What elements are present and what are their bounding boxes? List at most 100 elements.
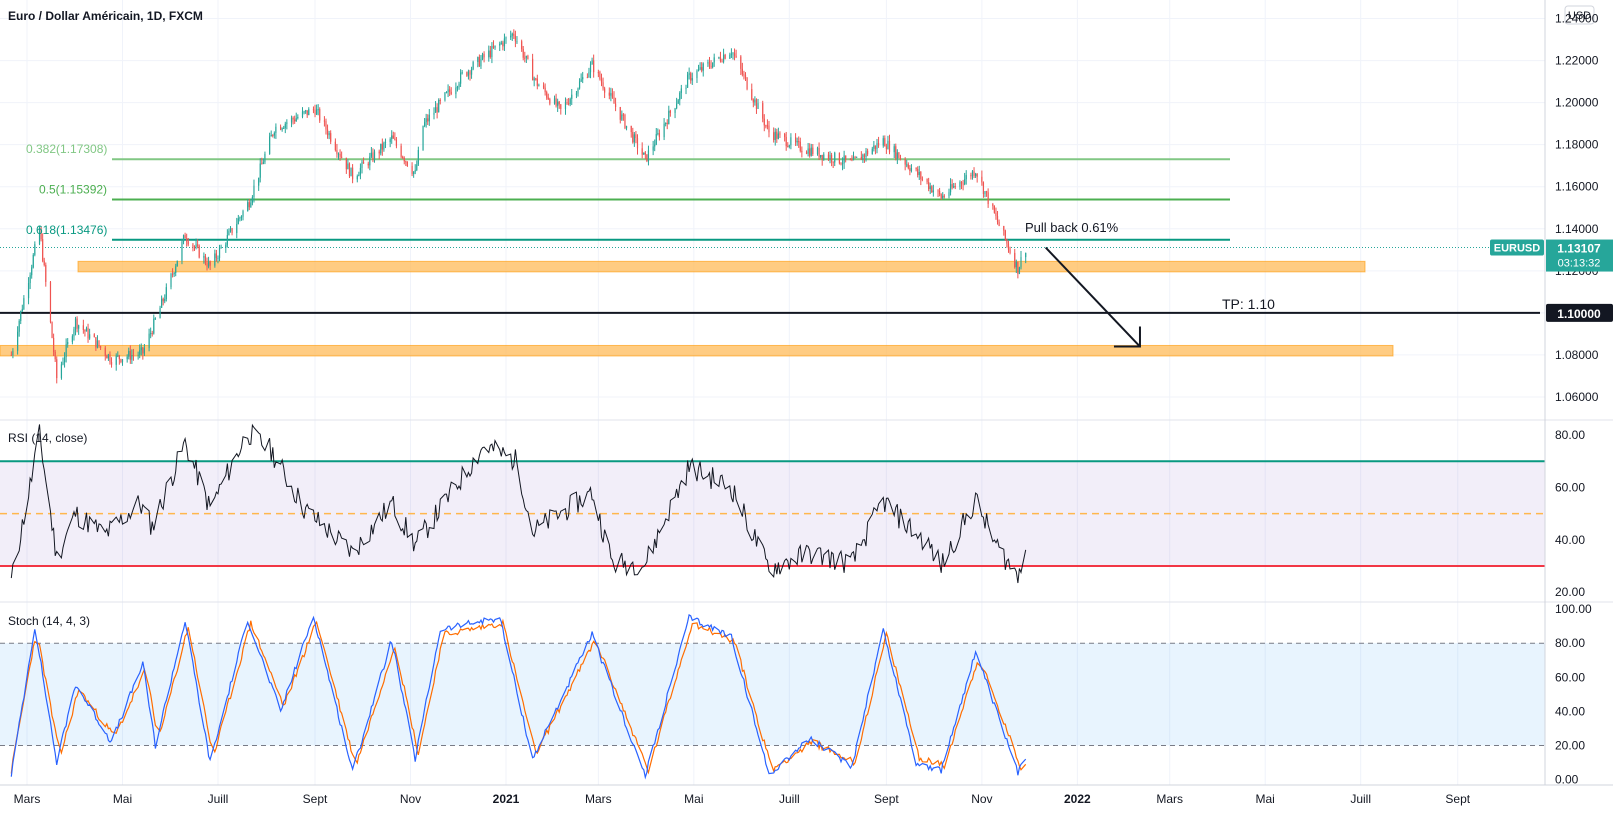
price-pane[interactable]: Euro / Dollar Américain, 1D, FXCM 0.382(… <box>0 9 1540 384</box>
candle-body <box>182 235 185 242</box>
time-tick-label: Mars <box>585 792 612 806</box>
candle-body <box>636 137 639 149</box>
candle-body <box>719 57 722 61</box>
candle-body <box>535 78 537 80</box>
candle-body <box>948 192 950 197</box>
time-tick-label: Mai <box>684 792 703 806</box>
candle-body <box>580 79 582 82</box>
candle-body <box>821 154 823 160</box>
candle-body <box>823 154 825 160</box>
candle-body <box>258 177 260 186</box>
candle-body <box>655 134 657 145</box>
candle-body <box>20 311 22 321</box>
price-tick-label: 1.14000 <box>1555 222 1599 236</box>
candle-body <box>38 228 41 245</box>
candle-body <box>392 135 394 139</box>
candle-body <box>918 172 920 175</box>
candle-body <box>718 57 720 59</box>
stoch-pane[interactable]: Stoch (14, 4, 3) <box>0 613 1545 780</box>
candle-body <box>735 55 737 57</box>
currency-button[interactable] <box>1564 5 1595 25</box>
candle-body <box>110 362 113 365</box>
candle-body <box>949 184 952 193</box>
candle-body <box>461 72 463 74</box>
candle-body <box>721 60 723 62</box>
target-arrow[interactable] <box>1044 246 1141 348</box>
candle-body <box>10 354 12 356</box>
candle-body <box>571 94 573 99</box>
candle-body <box>27 283 30 299</box>
candle-body <box>247 202 249 212</box>
candle-body <box>286 122 288 124</box>
candle-body <box>546 92 548 98</box>
candle-body <box>458 83 460 88</box>
candle-body <box>204 256 207 264</box>
candle-body <box>264 153 266 163</box>
candle-body <box>107 354 109 359</box>
symbol-badge-label: EURUSD <box>1494 243 1541 255</box>
candle-body <box>643 152 645 155</box>
time-tick-label: 2021 <box>493 792 520 806</box>
candle-body <box>625 125 628 129</box>
candle-body <box>784 133 786 137</box>
candle-body <box>724 54 726 59</box>
fibonacci-levels[interactable] <box>112 158 1230 241</box>
candle-body <box>281 128 283 130</box>
candle-body <box>511 33 513 36</box>
candle-body <box>865 150 867 158</box>
candle-body <box>12 350 14 356</box>
time-tick-label: Juill <box>208 792 229 806</box>
candle-body <box>593 60 595 73</box>
candle-body <box>76 318 78 329</box>
candle-body <box>513 33 515 36</box>
candle-body <box>129 350 131 360</box>
candle-body <box>303 111 305 113</box>
candle-body <box>171 273 174 275</box>
time-axis[interactable]: Mars Mai Juill Sept Nov 2021 Mars Mai Juill Sept N… <box>0 784 1613 806</box>
support-zone <box>77 260 1366 273</box>
candle-body <box>126 356 128 360</box>
candle-body <box>982 182 985 194</box>
candle-body <box>744 75 747 78</box>
candle-body <box>95 337 97 348</box>
time-tick-label: Mars <box>14 792 41 806</box>
candle-body <box>478 57 480 67</box>
candle-body <box>334 141 336 151</box>
candle-body <box>209 261 211 266</box>
candle-body <box>1014 252 1016 268</box>
candle-body <box>481 53 484 60</box>
candle-body <box>578 81 581 89</box>
candle-body <box>608 92 610 96</box>
price-scale[interactable]: USD 1.240001.220001.200001.180001.160001… <box>1490 0 1613 787</box>
price-tick-label: 1.06000 <box>1555 390 1599 404</box>
candle-body <box>67 342 69 345</box>
stoch-tick-label: 0.00 <box>1555 773 1579 787</box>
candle-body <box>413 171 415 175</box>
candle-body <box>557 101 559 106</box>
rsi-tick-label: 80.00 <box>1555 428 1585 442</box>
candle-body <box>834 152 836 163</box>
candle-body <box>746 77 748 90</box>
candle-body <box>49 281 52 322</box>
candle-body <box>424 122 426 126</box>
candle-body <box>663 123 665 138</box>
candle-body <box>558 101 560 105</box>
time-tick-label: Sept <box>1445 792 1470 806</box>
symbol-badge[interactable] <box>1490 239 1544 256</box>
candle-body <box>538 85 540 87</box>
candle-body <box>391 135 393 140</box>
candle-body <box>644 152 646 155</box>
candle-body <box>981 176 983 183</box>
candle-body <box>89 334 91 339</box>
candle-body <box>884 138 886 147</box>
candle-body <box>873 145 875 149</box>
candle-body <box>697 69 700 71</box>
rsi-pane[interactable]: RSI (14, close) <box>0 423 1545 584</box>
candle-body <box>305 110 307 112</box>
candle-body <box>417 150 419 165</box>
candle-body <box>657 133 659 135</box>
candle-body <box>261 163 263 165</box>
candle-body <box>600 79 603 83</box>
candle-body <box>128 350 130 357</box>
